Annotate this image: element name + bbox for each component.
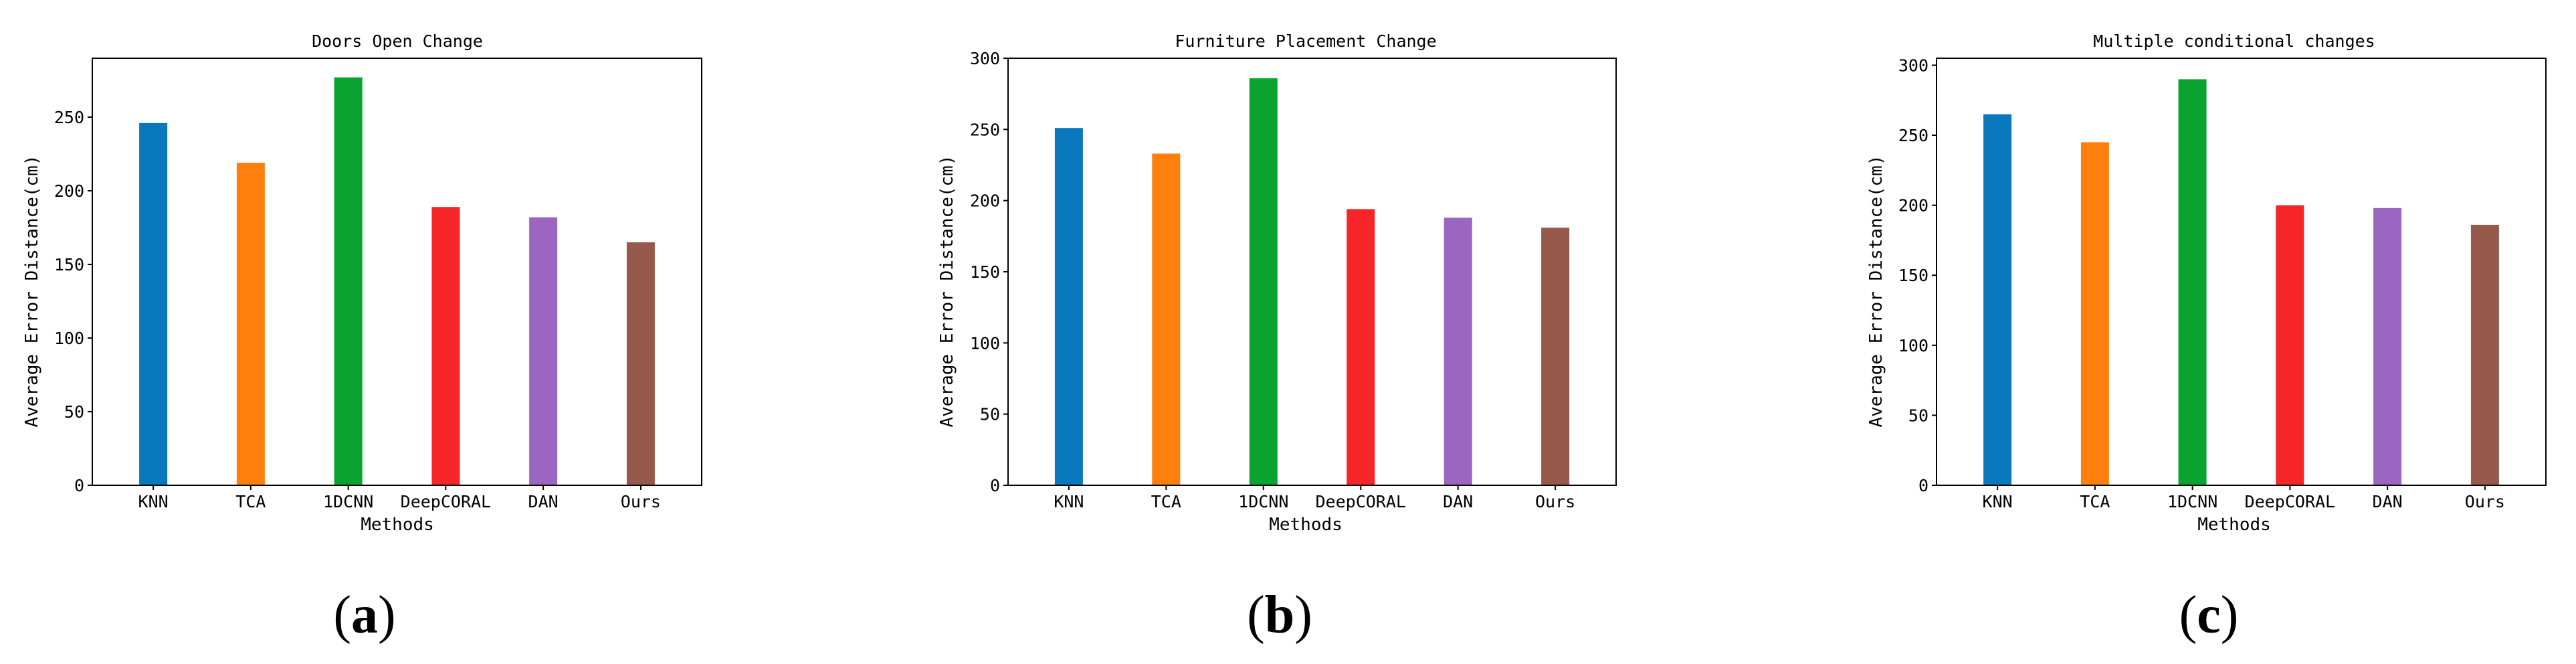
y-ticks: 0 50 100 150 200 250	[54, 108, 92, 495]
bar-tca	[2080, 142, 2109, 485]
bar-knn	[139, 122, 168, 486]
y-tick-label: 200	[1898, 196, 1928, 216]
y-tick-label: 50	[64, 402, 84, 422]
bar-deepcoral	[2276, 205, 2304, 485]
bar-1dcnn	[1249, 78, 1278, 486]
bar-tca	[236, 163, 265, 485]
x-tick-label: Ours	[1535, 492, 1575, 511]
bar-dan	[2373, 208, 2402, 485]
y-tick-label: 100	[970, 333, 1000, 353]
x-tick-label: Ours	[621, 492, 661, 511]
plot-frame	[1936, 58, 2547, 486]
caption-letter: c	[2197, 586, 2221, 645]
y-axis-label: Average Error Distance(cm)	[1866, 155, 1886, 428]
bars	[139, 77, 655, 486]
x-axis-label: Methods	[361, 515, 434, 535]
panel-caption: (c)	[2179, 586, 2239, 645]
chart-title: Multiple conditional changes	[2093, 31, 2375, 51]
bar-knn	[1054, 128, 1083, 485]
y-tick-label: 0	[1918, 476, 1928, 495]
y-tick-label: 200	[54, 181, 84, 201]
x-tick-label: DeepCORAL	[2245, 492, 2335, 511]
y-tick-label: 50	[1908, 406, 1928, 425]
x-tick-label: Ours	[2465, 492, 2505, 511]
caption-close: )	[1294, 586, 1312, 645]
caption-letter: a	[351, 586, 378, 645]
bar-1dcnn	[334, 77, 363, 486]
y-tick-label: 0	[74, 476, 84, 495]
x-tick-label: 1DCNN	[1238, 492, 1288, 511]
x-ticks: KNN TCA 1DCNN DeepCORAL DAN Ours	[1983, 485, 2505, 511]
y-tick-label: 300	[1898, 56, 1928, 75]
y-tick-label: 150	[1898, 266, 1928, 285]
bar-1dcnn	[2178, 79, 2207, 485]
y-tick-label: 300	[970, 49, 1000, 68]
panel-caption: (a)	[333, 586, 395, 645]
x-tick-label: DeepCORAL	[1315, 492, 1405, 511]
y-tick-label: 250	[54, 108, 84, 127]
caption-open: (	[1247, 586, 1265, 645]
y-ticks: 0 50 100 150 200 250 300	[1898, 56, 1937, 495]
x-tick-label: KNN	[138, 492, 169, 511]
x-tick-label: KNN	[1983, 492, 2013, 511]
y-tick-label: 150	[970, 262, 1000, 282]
caption-close: )	[2221, 586, 2239, 645]
x-tick-label: TCA	[2080, 492, 2110, 511]
caption-open: (	[333, 586, 351, 645]
bar-dan	[529, 217, 558, 485]
bar-deepcoral	[431, 207, 460, 485]
x-tick-label: TCA	[235, 492, 266, 511]
x-tick-label: 1DCNN	[2167, 492, 2217, 511]
y-tick-label: 100	[54, 329, 84, 348]
x-ticks: KNN TCA 1DCNN DeepCORAL DAN Ours	[1054, 485, 1575, 511]
bars	[1983, 79, 2499, 485]
y-axis-label: Average Error Distance(cm)	[22, 155, 42, 428]
x-tick-label: DeepCORAL	[401, 492, 491, 511]
y-axis-label: Average Error Distance(cm)	[937, 155, 957, 428]
y-tick-label: 200	[970, 191, 1000, 211]
caption-letter: b	[1265, 586, 1295, 645]
y-tick-label: 50	[980, 405, 1000, 424]
y-tick-label: 250	[970, 120, 1000, 139]
y-tick-label: 0	[990, 476, 1000, 495]
caption-close: )	[378, 586, 396, 645]
caption-open: (	[2179, 586, 2197, 645]
y-tick-label: 150	[54, 255, 84, 274]
plot-frame	[92, 58, 702, 486]
panel-b: Furniture Placement Change Average Error…	[937, 31, 1617, 645]
panel-c: Multiple conditional changes Average Err…	[1866, 31, 2547, 645]
bar-ours	[2470, 224, 2499, 485]
bar-deepcoral	[1347, 209, 1375, 485]
x-tick-label: DAN	[2373, 492, 2403, 511]
y-ticks: 0 50 100 150 200 250 300	[970, 49, 1008, 495]
bar-ours	[1541, 228, 1570, 485]
x-tick-label: TCA	[1151, 492, 1181, 511]
bar-knn	[1983, 114, 2012, 485]
x-axis-label: Methods	[1269, 515, 1343, 535]
bar-tca	[1152, 153, 1181, 485]
y-tick-label: 100	[1898, 336, 1928, 355]
bar-ours	[626, 242, 655, 485]
chart-title: Doors Open Change	[312, 31, 483, 51]
panel-a: Doors Open Change Average Error Distance…	[22, 31, 702, 645]
plot-frame	[1007, 58, 1617, 486]
x-tick-label: DAN	[1443, 492, 1473, 511]
x-tick-label: KNN	[1054, 492, 1084, 511]
x-ticks: KNN TCA 1DCNN DeepCORAL DAN Ours	[138, 485, 661, 511]
chart-title: Furniture Placement Change	[1175, 31, 1436, 51]
bars	[1054, 78, 1570, 486]
x-axis-label: Methods	[2197, 515, 2271, 535]
x-tick-label: DAN	[528, 492, 559, 511]
panel-caption: (b)	[1247, 586, 1312, 645]
bar-dan	[1444, 218, 1472, 485]
x-tick-label: 1DCNN	[323, 492, 373, 511]
y-tick-label: 250	[1898, 126, 1928, 145]
